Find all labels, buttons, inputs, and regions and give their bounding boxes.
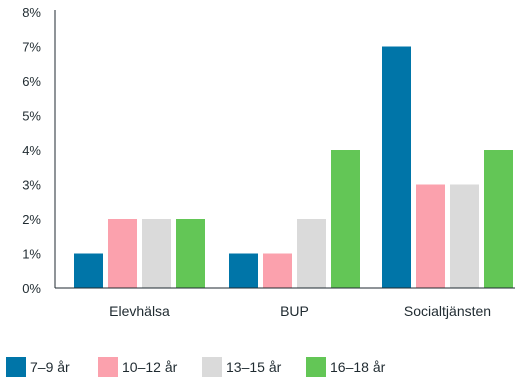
y-tick-label: 2%	[22, 212, 41, 227]
legend-swatch-10-12	[98, 357, 118, 377]
legend-label-13-15: 13–15 år	[226, 359, 282, 375]
bar	[416, 184, 445, 288]
bar	[331, 150, 360, 288]
legend-swatch-13-15	[202, 357, 222, 377]
y-tick-label: 6%	[22, 74, 41, 89]
y-tick-label: 8%	[22, 5, 41, 20]
legend-item-7-9: 7–9 år	[6, 357, 98, 377]
legend-item-13-15: 13–15 år	[202, 357, 306, 377]
y-tick-label: 1%	[22, 247, 41, 262]
bar	[142, 219, 171, 288]
bar	[108, 219, 137, 288]
bar	[297, 219, 326, 288]
bar	[263, 253, 292, 288]
bar	[176, 219, 205, 288]
legend-swatch-7-9	[6, 357, 26, 377]
x-tick-label: BUP	[280, 303, 309, 319]
y-tick-label: 3%	[22, 178, 41, 193]
legend: 7–9 år 10–12 år 13–15 år 16–18 år	[6, 357, 385, 377]
bar	[450, 184, 479, 288]
bar	[229, 253, 258, 288]
x-tick-label: Socialtjänsten	[404, 303, 491, 319]
legend-label-7-9: 7–9 år	[30, 359, 70, 375]
legend-item-16-18: 16–18 år	[306, 357, 385, 377]
y-tick-label: 5%	[22, 109, 41, 124]
y-tick-label: 0%	[22, 281, 41, 296]
legend-swatch-16-18	[306, 357, 326, 377]
x-axis: Elevhälsa BUP Socialtjänsten	[55, 287, 515, 319]
legend-item-10-12: 10–12 år	[98, 357, 202, 377]
legend-label-16-18: 16–18 år	[330, 359, 386, 375]
legend-label-10-12: 10–12 år	[122, 359, 178, 375]
bars	[74, 46, 513, 288]
y-axis: 0% 1% 2% 3% 4% 5% 6% 7% 8%	[22, 5, 56, 296]
y-tick-label: 7%	[22, 40, 41, 55]
bar	[74, 253, 103, 288]
x-tick-label: Elevhälsa	[109, 303, 170, 319]
y-tick-label: 4%	[22, 143, 41, 158]
bar	[484, 150, 513, 288]
bar	[382, 46, 411, 288]
